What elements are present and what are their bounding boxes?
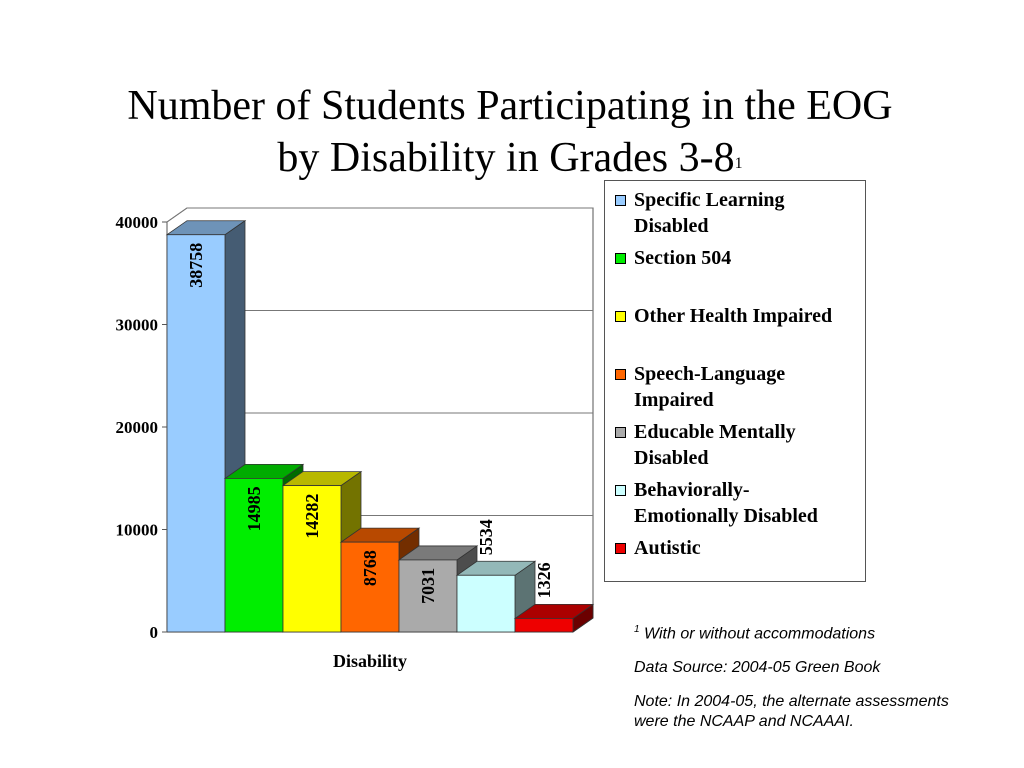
data-label-7: 1326 <box>534 562 554 598</box>
legend-swatch-1 <box>615 195 626 206</box>
title-footnote-mark: 1 <box>734 155 743 172</box>
data-label-6: 5534 <box>476 519 496 555</box>
bar-3 <box>281 470 363 633</box>
legend-swatch-4 <box>615 369 626 380</box>
legend-label-5-line-1: Educable Mentally <box>634 421 796 443</box>
data-label-4: 8768 <box>360 550 380 586</box>
legend-swatch-5 <box>615 427 626 438</box>
y-tick-label-20000: 20000 <box>116 418 159 437</box>
alternate-assessment-note: Note: In 2004-05, the alternate assessme… <box>634 693 949 731</box>
bar-4 <box>339 527 421 633</box>
x-axis-title: Disability <box>333 651 407 671</box>
legend-label-3-line-1: Other Health Impaired <box>634 305 833 327</box>
bar-front-1 <box>166 234 226 633</box>
bar-front-5 <box>398 559 458 633</box>
legend-label-6-line-1: Behaviorally- <box>634 479 750 501</box>
legend-item-3: Other Health Impaired <box>615 303 863 329</box>
legend-label-1-line-2: Disabled <box>634 215 709 237</box>
bars <box>165 219 595 633</box>
y-tick-label-10000: 10000 <box>116 521 159 540</box>
bar-front-3 <box>282 485 342 633</box>
legend-item-6: Behaviorally- Emotionally Disabled <box>615 477 863 529</box>
footnote-accommodations: 1 With or without accommodations <box>634 620 964 644</box>
data-label-1: 38758 <box>186 243 206 288</box>
y-tick-label-0: 0 <box>150 623 159 642</box>
bar-front-2 <box>224 478 284 633</box>
data-label-3: 14282 <box>302 494 322 539</box>
legend-label-1-line-1: Specific Learning <box>634 189 785 211</box>
legend-item-5: Educable Mentally Disabled <box>615 419 863 471</box>
title-line-1: Number of Students Participating in the … <box>127 83 893 129</box>
bar-front-6 <box>456 574 516 633</box>
data-labels: 38758 14985 14282 8768 7031 5534 1326 <box>186 243 554 604</box>
legend-label-6-line-2: Emotionally Disabled <box>634 505 818 527</box>
legend-label-2-line-1: Section 504 <box>634 247 732 269</box>
legend-label-4-line-1: Speech-Language <box>634 363 786 385</box>
title-line-2: by Disability in Grades 3-8 <box>277 135 735 181</box>
legend-label-7-line-1: Autistic <box>634 537 701 559</box>
data-source-note: Data Source: 2004-05 Green Book <box>634 659 881 677</box>
gridline-40000 <box>166 207 593 223</box>
bar-front-4 <box>340 541 400 633</box>
y-axis-ticks: 0 10000 20000 30000 40000 <box>116 213 167 642</box>
legend-label-4-line-2: Impaired <box>634 389 714 411</box>
bar-chart: 38758 14985 14282 8768 7031 5534 1326 0 10000 20… <box>116 207 595 671</box>
data-label-5: 7031 <box>418 568 438 604</box>
legend-item-2: Section 504 <box>615 245 863 271</box>
legend-item-1: Specific Learning Disabled <box>615 187 863 239</box>
legend-item-7: Autistic <box>615 535 863 561</box>
legend-swatch-7 <box>615 543 626 554</box>
footnotes: 1 With or without accommodations Data So… <box>634 620 964 746</box>
bar-front-7 <box>514 618 574 633</box>
y-tick-label-30000: 30000 <box>116 316 159 335</box>
footnote-mark: 1 <box>634 624 640 635</box>
legend-label-5-line-2: Disabled <box>634 447 709 469</box>
legend-swatch-3 <box>615 311 626 322</box>
legend: Specific Learning Disabled Section 504 Othe… <box>604 180 866 582</box>
legend-swatch-2 <box>615 253 626 264</box>
y-tick-label-40000: 40000 <box>116 213 159 232</box>
chart-title: Number of Students Participating in the … <box>40 80 980 184</box>
legend-item-4: Speech-Language Impaired <box>615 361 863 413</box>
data-label-2: 14985 <box>244 486 264 531</box>
bar-7 <box>513 603 595 633</box>
legend-swatch-6 <box>615 485 626 496</box>
footnote-text: With or without accommodations <box>639 625 876 643</box>
